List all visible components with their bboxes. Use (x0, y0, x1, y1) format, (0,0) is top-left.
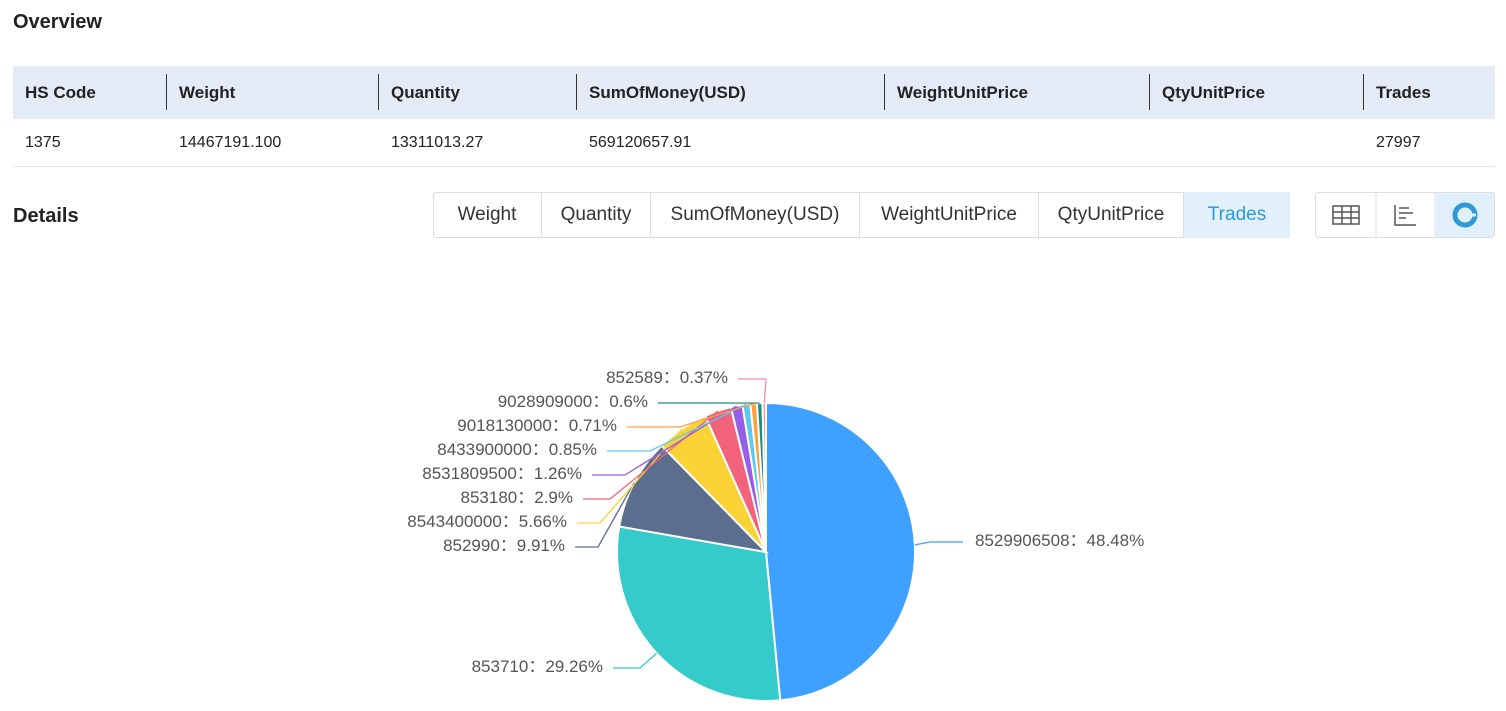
label-category: 8433900000 (437, 440, 532, 459)
label-separator: ： (1070, 531, 1087, 550)
bar-view-button[interactable] (1394, 205, 1416, 226)
slice-label: 8529906508：48.48% (975, 531, 1144, 550)
slice-label: 852990：9.91% (443, 536, 565, 555)
label-separator: ： (517, 488, 534, 507)
label-separator: ： (532, 440, 549, 459)
row-border (13, 166, 1495, 167)
slice-label: 853710：29.26% (472, 657, 603, 676)
label-value: 0.6% (609, 392, 648, 411)
tab[interactable]: SumOfMoney(USD) (650, 192, 859, 238)
label-separator: ： (552, 416, 569, 435)
column-header: HS Code (25, 83, 96, 102)
column-header: Trades (1376, 83, 1431, 102)
tab[interactable]: Quantity (541, 192, 650, 238)
leader-line (592, 405, 737, 476)
view-icons (1332, 193, 1494, 237)
leader-line (577, 428, 683, 524)
column-separator (378, 74, 379, 110)
leader-line (738, 378, 767, 404)
tab[interactable]: QtyUnitPrice (1038, 192, 1183, 238)
column-header: WeightUnitPrice (897, 83, 1028, 102)
label-value: 0.71% (569, 416, 617, 435)
column-separator (166, 74, 167, 110)
table-cell: 1375 (25, 134, 61, 151)
tab[interactable]: WeightUnitPrice (859, 192, 1038, 238)
label-category: 8543400000 (407, 512, 502, 531)
label-value: 48.48% (1087, 531, 1145, 550)
tab[interactable]: Weight (457, 204, 517, 225)
column-separator (576, 74, 577, 110)
leader-line (613, 652, 658, 669)
pie-view-button[interactable] (1452, 202, 1478, 228)
label-value: 0.37% (680, 368, 728, 387)
label-separator: ： (500, 536, 517, 555)
table-cell: 27997 (1376, 134, 1421, 151)
column-header: Quantity (391, 83, 460, 102)
column-separator (1149, 74, 1150, 110)
view-switch (1315, 192, 1495, 238)
table-cell: 13311013.27 (391, 134, 484, 151)
label-category: 853710 (472, 657, 529, 676)
leader-line (607, 403, 747, 452)
leader-line (575, 482, 635, 548)
label-separator: ： (517, 464, 534, 483)
tab[interactable]: Trades (1183, 192, 1290, 238)
slice-label: 852589：0.37% (606, 368, 728, 387)
label-value: 2.9% (534, 488, 573, 507)
label-category: 8529906508 (975, 531, 1070, 550)
column-header: Weight (179, 83, 236, 102)
label-category: 852990 (443, 536, 500, 555)
section-title: Details (13, 205, 79, 227)
column-header: SumOfMoney(USD) (589, 83, 746, 102)
table-cell: 14467191.100 (179, 134, 282, 151)
slice-label: 8433900000：0.85% (437, 440, 597, 459)
label-value: 1.26% (534, 464, 582, 483)
label-category: 852589 (606, 368, 663, 387)
pie-slice (765, 401, 916, 702)
table-view-button[interactable] (1332, 205, 1360, 225)
label-separator: ： (528, 657, 545, 676)
column-header: QtyUnitPrice (1162, 83, 1265, 102)
slice-label: 8543400000：5.66% (407, 512, 567, 531)
column-separator (1363, 74, 1364, 110)
slice-label: 9018130000：0.71% (457, 416, 617, 435)
pie-slice (616, 525, 782, 702)
label-value: 0.85% (549, 440, 597, 459)
label-separator: ： (502, 512, 519, 531)
label-category: 9028909000 (498, 392, 593, 411)
section-title: Overview (13, 11, 102, 33)
leader-line (914, 541, 963, 546)
slice-label: 8531809500：1.26% (422, 464, 582, 483)
table-cell: 569120657.91 (589, 134, 692, 151)
slice-label: 9028909000：0.6% (498, 392, 648, 411)
label-separator: ： (592, 392, 609, 411)
leader-line (627, 402, 754, 428)
label-separator: ： (663, 368, 680, 387)
label-category: 853180 (461, 488, 518, 507)
label-value: 29.26% (545, 657, 603, 676)
label-category: 9018130000 (457, 416, 552, 435)
label-value: 5.66% (519, 512, 567, 531)
slice-label: 853180：2.9% (461, 488, 573, 507)
table-header (13, 66, 1495, 119)
label-value: 9.91% (517, 536, 565, 555)
label-category: 8531809500 (422, 464, 517, 483)
column-separator (884, 74, 885, 110)
